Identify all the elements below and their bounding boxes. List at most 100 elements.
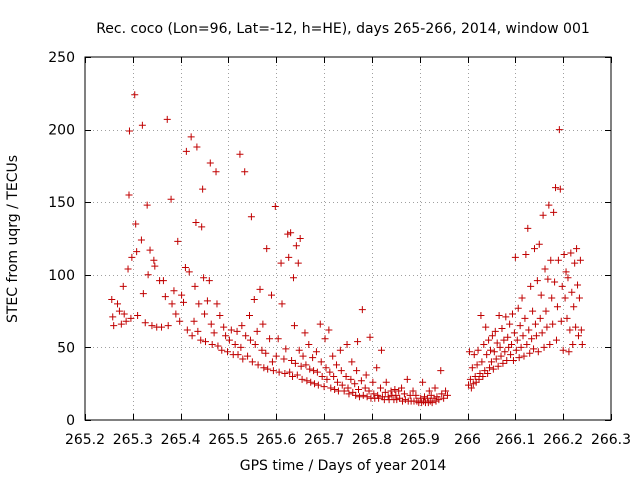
data-point (302, 361, 310, 369)
data-point (285, 253, 293, 261)
data-point (343, 340, 351, 348)
data-point (375, 394, 383, 402)
data-point (133, 248, 141, 256)
data-point (470, 351, 478, 359)
data-point (256, 285, 264, 293)
data-point (362, 371, 370, 379)
data-point (546, 340, 554, 348)
data-point (359, 391, 367, 399)
data-point (272, 352, 280, 360)
x-tick-label: 265.6 (256, 432, 296, 448)
y-axis-label: STEC from uqrg / TECUs (5, 155, 21, 323)
data-point (531, 320, 539, 328)
data-point (354, 338, 362, 346)
data-point (562, 268, 570, 276)
data-point (278, 300, 286, 308)
data-point (539, 211, 547, 219)
data-point (260, 364, 268, 372)
data-point (325, 326, 333, 334)
data-point (403, 375, 411, 383)
data-point (275, 368, 283, 376)
data-point (202, 338, 210, 346)
data-point (365, 387, 373, 395)
data-point (294, 259, 302, 267)
data-point (542, 307, 550, 315)
data-point (552, 184, 560, 192)
data-point (565, 348, 573, 356)
data-point (120, 310, 128, 318)
data-point (425, 387, 433, 395)
data-point (323, 375, 331, 383)
data-point (247, 213, 255, 221)
data-point (560, 250, 568, 258)
data-point (398, 384, 406, 392)
data-point (291, 359, 299, 367)
data-point (298, 375, 306, 383)
x-tick-label: 266.2 (543, 432, 583, 448)
x-tick-label: 266.1 (495, 432, 535, 448)
data-point (421, 393, 429, 401)
data-point (472, 378, 480, 386)
data-point (485, 336, 493, 344)
data-point (266, 335, 274, 343)
data-point (206, 159, 214, 167)
data-point (437, 367, 445, 375)
data-point (320, 383, 328, 391)
data-point (496, 343, 504, 351)
data-point (511, 253, 519, 261)
data-point (570, 303, 578, 311)
data-point (488, 332, 496, 340)
data-point (393, 396, 401, 404)
data-point (481, 367, 489, 375)
data-point (548, 294, 556, 302)
data-point (357, 377, 365, 385)
data-point (555, 126, 563, 134)
data-point (210, 329, 218, 337)
data-point (474, 346, 482, 354)
data-point (193, 143, 201, 151)
data-point (306, 365, 314, 373)
data-points (108, 91, 586, 407)
data-point (569, 340, 577, 348)
data-point (573, 245, 581, 253)
data-point (191, 282, 199, 290)
axis-ticks (85, 57, 612, 421)
data-point (412, 391, 420, 399)
data-point (281, 370, 289, 378)
data-point (537, 291, 545, 299)
data-point (233, 327, 241, 335)
data-point (516, 322, 524, 330)
data-point (337, 367, 345, 375)
data-point (556, 185, 564, 193)
data-point (467, 384, 475, 392)
data-point (438, 390, 446, 398)
data-point (295, 346, 303, 354)
data-point (132, 220, 140, 228)
data-point (567, 249, 575, 257)
data-point (443, 391, 451, 399)
data-point (345, 390, 353, 398)
data-point (187, 133, 195, 141)
data-point (396, 394, 404, 402)
data-point (527, 282, 535, 290)
data-point (435, 396, 443, 404)
data-point (358, 306, 366, 314)
data-point (333, 361, 341, 369)
data-point (284, 230, 292, 238)
data-point (310, 367, 318, 375)
data-point (242, 332, 250, 340)
data-point (568, 288, 576, 296)
data-point (480, 340, 488, 348)
data-point (280, 355, 288, 363)
data-point (238, 322, 246, 330)
y-tick-labels: 0 50 100 150 200 250 (48, 50, 75, 429)
data-point (131, 91, 139, 99)
data-point (544, 275, 552, 283)
data-point (216, 311, 224, 319)
data-point (574, 332, 582, 340)
chart-title: Rec. coco (Lon=96, Lat=-12, h=HE), days … (96, 21, 590, 37)
data-point (495, 311, 503, 319)
data-point (549, 320, 557, 328)
data-point (271, 203, 279, 211)
data-point (541, 265, 549, 273)
